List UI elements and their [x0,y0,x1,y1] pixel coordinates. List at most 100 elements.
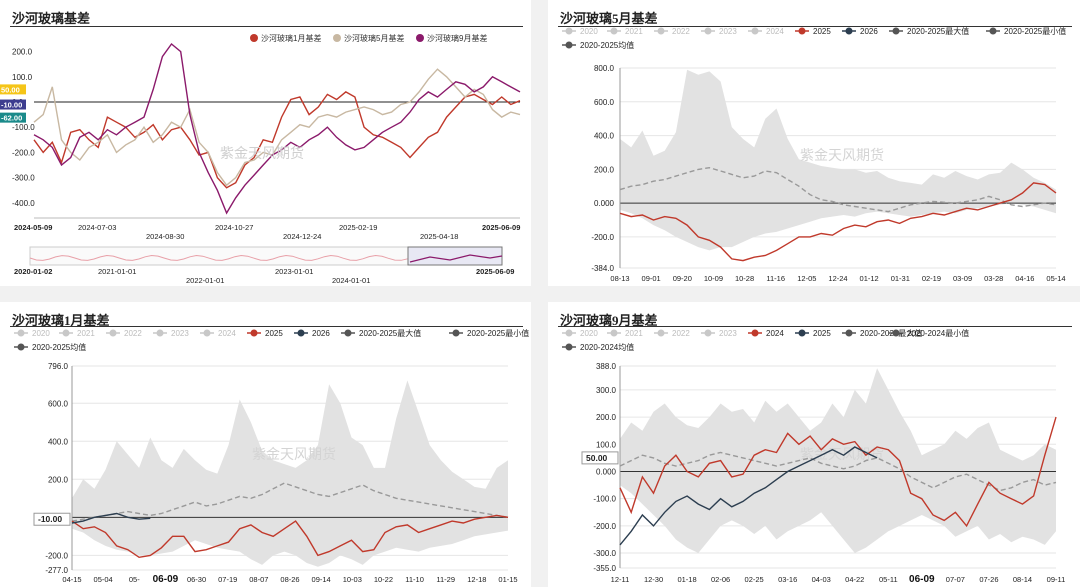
x-tick-label: 09-14 [312,575,331,584]
x-tick-label: 09-11 [1047,575,1066,584]
value-marker-label: -62.00 [1,114,22,123]
legend-label: 沙河玻璃5月基差 [344,33,404,43]
mean-line [619,166,1057,213]
legend-label: 2023 [719,27,737,36]
legend-label: 2021 [625,27,643,36]
y-tick-label: 300.0 [596,386,617,395]
value-marker-box [0,112,26,123]
legend-dot [610,329,618,337]
y-tick-label: -200.0 [12,148,35,157]
legend-dot [657,27,665,35]
x-tick-label: 2024-08-30 [146,232,184,241]
legend-dot [989,27,997,35]
x-tick-label: 09-01 [642,274,661,283]
x-tick-label: 08-07 [249,575,268,584]
min-max-band [620,69,1056,251]
mean-line [71,482,509,522]
y-tick-label: 600.0 [594,98,615,107]
y-tick-label: 796.0 [48,362,69,371]
x-tick-label: 2024-12-24 [283,232,321,241]
watermark: 紫金天风期货 [252,446,336,462]
series-line-2026 [71,512,151,524]
legend-label: 2020-2025最小值 [467,328,529,338]
y-tick-label: 200.0 [596,413,617,422]
panel-basis-overview: 沙河玻璃基差 沙河玻璃1月基差 沙河玻璃5月基差 沙河玻璃9月基差 200.0 100.… [0,0,531,286]
y-tick-label: 800.0 [594,64,615,73]
navigator-history-line [29,254,415,261]
x-tick-label: 2024-10-27 [215,223,253,232]
legend-dot [344,329,352,337]
basis-overview-chart[interactable]: 沙河玻璃1月基差沙河玻璃5月基差沙河玻璃9月基差200.0100.00.0-10… [0,0,531,286]
x-tick-label: 12-18 [467,575,486,584]
x-tick-label: 08-13 [610,274,629,283]
y-tick-label: -100.0 [12,123,35,132]
navigator-selection-line [409,254,503,263]
legend-dot [798,27,806,35]
legend-label: 2024 [766,27,784,36]
legend-dot [704,27,712,35]
x-tick-label: 06-09 [909,574,935,585]
y-tick-label: 400.0 [594,132,615,141]
legend-label: 2021 [625,329,643,338]
x-tick-label: 02-19 [922,274,941,283]
series-line-2024 [619,416,1057,528]
x-tick-label: 12-30 [644,575,663,584]
sep-basis-chart[interactable]: 2020202120222023202420252020-2024最大值2020… [548,302,1080,587]
min-max-band [72,380,508,567]
title-divider [10,26,523,27]
title-divider [558,26,1072,27]
watermark: 紫金天风期货 [220,145,304,161]
x-tick-label: 12-24 [828,274,847,283]
legend-dot [610,27,618,35]
legend-label: 2023 [171,329,189,338]
x-tick-label: 05-11 [879,575,898,584]
may-basis-chart[interactable]: 2020 2021 2022 2023 2024 2025 2026 2020-2025最大值… [548,0,1080,286]
x-tick-label: 03-09 [953,274,972,283]
navigator-label: 2024-01-01 [332,276,370,285]
legend-label: 2020-2025最大值 [359,328,421,338]
x-tick-label: 11-29 [436,575,455,584]
legend-label: 2021 [77,329,95,338]
y-tick-label: 100.0 [596,440,617,449]
legend-label: 2025 [265,329,283,338]
x-tick-label: 02-06 [711,575,730,584]
series-line-1 [33,91,521,189]
y-tick-label: 600.0 [48,399,69,408]
legend-dot [892,329,900,337]
x-tick-label: 08-14 [1013,575,1032,584]
legend-dot [704,329,712,337]
panel-title: 沙河玻璃1月基差 [12,313,110,328]
value-marker-box [0,99,26,110]
legend-dot [845,329,853,337]
jan-basis-chart[interactable]: 2020 2021 2022 2023 2024 2025 2026 2020-2025最大值… [0,302,531,587]
x-tick-label: 11-10 [405,575,424,584]
x-tick-label: 10-03 [343,575,362,584]
value-marker-box [0,84,26,95]
legend-dot [565,41,573,49]
x-tick-label: 07-19 [218,575,237,584]
series-line-2025 [71,514,509,559]
y-tick-label: -400.0 [12,199,35,208]
y-tick-label: 200.0 [12,48,33,57]
legend-dot [798,329,806,337]
x-tick-label: 05- [129,575,140,584]
panel-title: 沙河玻璃基差 [12,11,91,26]
y-tick-label: -355.0 [593,564,616,573]
legend-label: 2020-2025最大值 [907,26,969,36]
min-max-band [620,368,1056,553]
value-marker-box [581,451,619,465]
x-tick-label: 10-28 [735,274,754,283]
legend-label: 2025 [813,27,831,36]
y-tick-label: -300.0 [12,174,35,183]
legend-dot [17,329,25,337]
x-tick-label: 04-03 [812,575,831,584]
x-tick-label: 2024-05-09 [14,223,52,232]
x-tick-label: 03-16 [778,575,797,584]
navigator-label: 2025-06-09 [476,267,514,276]
legend-dot [333,34,341,42]
y-tick-label: -300.0 [593,549,616,558]
value-marker-label: -10.00 [1,101,22,110]
legend-label: 2024 [218,329,236,338]
x-tick-label: 01-31 [891,274,910,283]
legend-label: 2023 [719,329,737,338]
